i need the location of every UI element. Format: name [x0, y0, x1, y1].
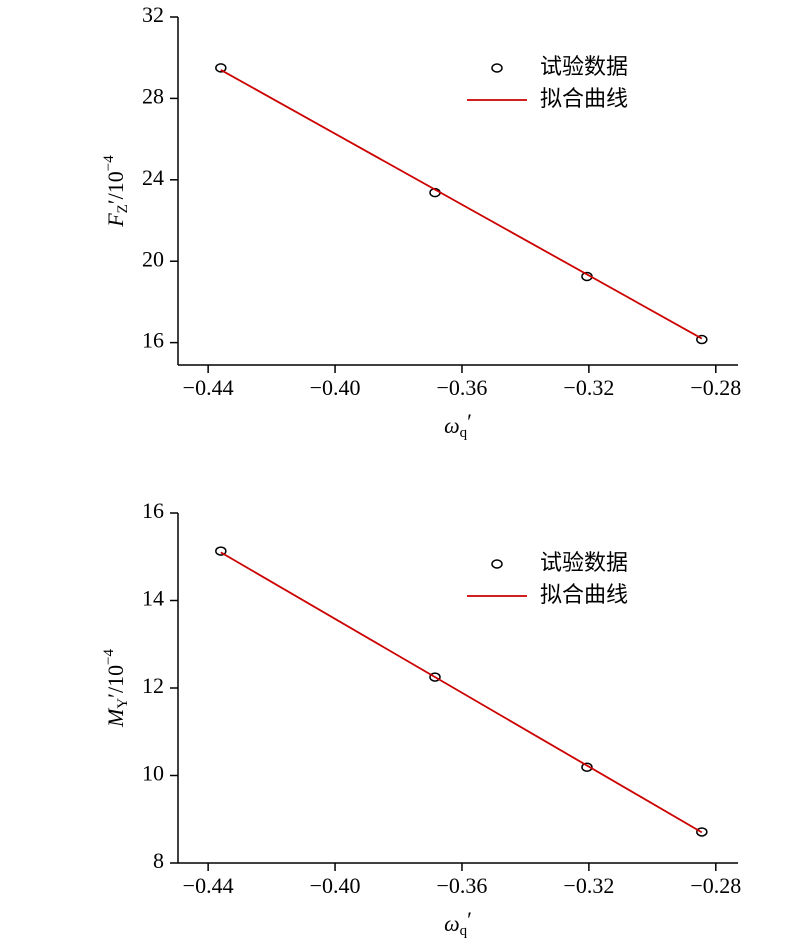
data-point [215, 546, 227, 556]
data-point [696, 334, 708, 345]
label-part: q [460, 923, 468, 939]
y-tick-label: 16 [142, 328, 164, 353]
y-tick-label: 16 [142, 498, 164, 523]
label-part: M [103, 707, 128, 728]
label-part: Z [115, 204, 131, 213]
x-axis-label: ωq′ [444, 409, 472, 441]
y-axis-label: MY′/10−4 [101, 648, 131, 728]
x-tick-label: −0.36 [437, 375, 488, 400]
chart-panel: 16 20 24 28 32 −0.44 −0.40 −0.36 −0.32 −0.28 ωq′ FZ… [101, 2, 741, 441]
y-tick-label: 10 [142, 761, 164, 786]
y-tick-label: 14 [142, 586, 164, 611]
x-tick-label: −0.32 [563, 873, 614, 898]
data-point [581, 762, 593, 772]
legend-label: 拟合曲线 [540, 583, 628, 608]
x-tick-label: −0.44 [183, 873, 234, 898]
legend-label: 试验数据 [540, 55, 628, 80]
fit-line [220, 69, 703, 340]
y-tick-label: 12 [142, 673, 164, 698]
y-tick-label: 20 [142, 246, 164, 271]
label-part: ′ [467, 409, 472, 434]
x-tick-label: −0.40 [310, 375, 361, 400]
data-point [215, 63, 227, 73]
label-part: ′ [467, 907, 472, 932]
label-part: ′/10 [103, 665, 128, 698]
label-part: ω [444, 413, 460, 438]
data-point [696, 827, 708, 837]
label-part: ω [444, 911, 460, 936]
fit-line [220, 551, 703, 834]
label-part: ′/10 [103, 171, 128, 204]
x-tick-label: −0.32 [563, 375, 614, 400]
label-part: −4 [101, 648, 117, 664]
x-axis-label: ωq′ [444, 907, 472, 939]
data-point [429, 672, 441, 682]
legend-label: 拟合曲线 [540, 87, 628, 112]
label-part: −4 [101, 155, 117, 171]
y-tick-label: 28 [142, 83, 164, 108]
x-tick-label: −0.44 [183, 375, 234, 400]
x-tick-label: −0.36 [437, 873, 488, 898]
y-tick-label: 8 [153, 848, 164, 873]
x-tick-label: −0.28 [690, 375, 741, 400]
label-part: q [460, 425, 468, 441]
legend-label: 试验数据 [540, 551, 628, 576]
legend-marker [491, 559, 503, 569]
label-part: F [103, 213, 128, 228]
legend-marker [491, 63, 503, 73]
y-tick-label: 32 [142, 2, 164, 27]
label-part: Y [115, 698, 131, 709]
x-tick-label: −0.28 [690, 873, 741, 898]
x-tick-label: −0.40 [310, 873, 361, 898]
y-tick-label: 24 [142, 165, 164, 190]
y-axis-label: FZ′/10−4 [101, 155, 131, 228]
